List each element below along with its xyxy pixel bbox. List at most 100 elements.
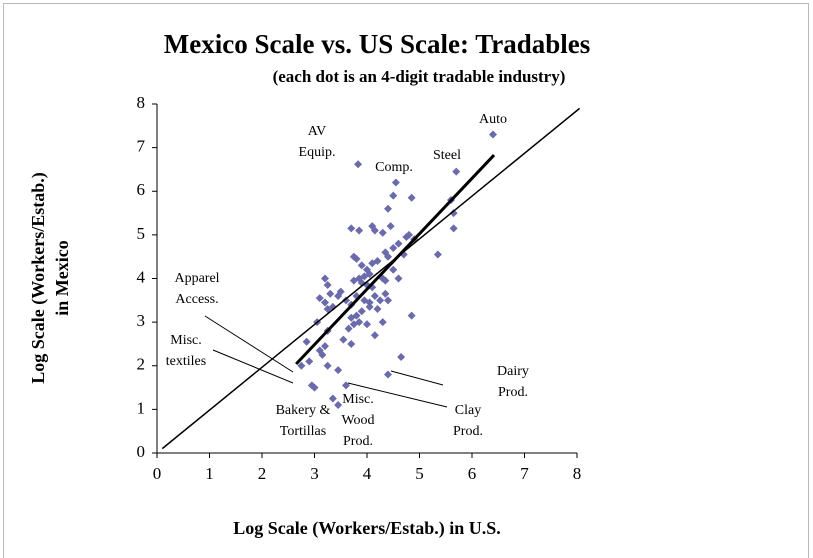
point bbox=[389, 243, 398, 252]
point bbox=[310, 383, 319, 392]
y-tick-label: 8 bbox=[137, 93, 146, 112]
point bbox=[381, 276, 390, 285]
point bbox=[384, 204, 392, 213]
point bbox=[449, 224, 458, 233]
point bbox=[321, 342, 329, 351]
leader-line bbox=[204, 315, 294, 373]
trend-line bbox=[295, 154, 496, 366]
chart-frame bbox=[3, 3, 809, 558]
point bbox=[339, 335, 348, 344]
annotation: Equip. bbox=[299, 145, 336, 160]
x-tick-label: 5 bbox=[415, 464, 424, 483]
point bbox=[334, 291, 343, 300]
annotation: Wood bbox=[341, 413, 374, 428]
point bbox=[334, 366, 343, 375]
point bbox=[305, 357, 314, 366]
chart-subtitle: (each dot is an 4-digit tradable industr… bbox=[273, 67, 566, 86]
point bbox=[347, 224, 356, 233]
point bbox=[394, 239, 403, 248]
x-tick-label: 7 bbox=[520, 464, 529, 483]
point bbox=[397, 353, 406, 362]
point bbox=[376, 296, 385, 305]
annotation: Steel bbox=[433, 148, 461, 163]
point bbox=[302, 337, 311, 346]
annotation: Prod. bbox=[343, 434, 373, 449]
point bbox=[357, 307, 366, 316]
point bbox=[452, 167, 461, 176]
point bbox=[391, 178, 400, 187]
point bbox=[370, 291, 379, 300]
y-tick-label: 3 bbox=[137, 311, 146, 330]
x-tick-label: 0 bbox=[153, 464, 162, 483]
x-tick-label: 8 bbox=[573, 464, 582, 483]
y-axis-label: Log Scale (Workers/Estab.) bbox=[28, 172, 49, 384]
y-tick-label: 1 bbox=[137, 398, 146, 417]
point bbox=[381, 248, 390, 257]
annotation: textiles bbox=[166, 354, 206, 369]
leader-line bbox=[390, 370, 444, 386]
point bbox=[384, 296, 392, 305]
annotation: Misc. bbox=[170, 333, 202, 348]
point bbox=[489, 130, 497, 139]
point bbox=[321, 274, 329, 283]
annotation: AV bbox=[308, 124, 326, 139]
point bbox=[328, 394, 337, 403]
point bbox=[449, 209, 458, 218]
point bbox=[344, 324, 353, 333]
point bbox=[349, 276, 358, 285]
point bbox=[323, 281, 332, 290]
point bbox=[368, 259, 377, 268]
annotation: Clay bbox=[455, 403, 481, 418]
y-tick-label: 7 bbox=[137, 137, 146, 156]
annotation: Apparel bbox=[174, 271, 219, 286]
x-tick-label: 1 bbox=[205, 464, 214, 483]
x-axis-label: Log Scale (Workers/Estab.) in U.S. bbox=[233, 518, 501, 539]
annotation: Misc. bbox=[342, 392, 374, 407]
annotation: Dairy bbox=[497, 364, 529, 379]
x-tick-label: 2 bbox=[258, 464, 267, 483]
point bbox=[381, 289, 390, 298]
point bbox=[318, 350, 327, 359]
point bbox=[378, 228, 387, 237]
point bbox=[389, 191, 398, 200]
y-tick-label: 2 bbox=[137, 355, 146, 374]
point bbox=[389, 265, 398, 274]
point bbox=[407, 311, 416, 320]
trend-line bbox=[161, 107, 581, 450]
annotation: Access. bbox=[175, 292, 218, 307]
annotation: Auto bbox=[479, 112, 507, 127]
annotation: Tortillas bbox=[280, 424, 326, 439]
point bbox=[355, 226, 364, 235]
point bbox=[347, 313, 356, 322]
point bbox=[323, 361, 332, 370]
point bbox=[365, 302, 374, 311]
point bbox=[394, 274, 403, 283]
x-tick-label: 6 bbox=[468, 464, 477, 483]
leader-line bbox=[347, 382, 448, 408]
point bbox=[321, 298, 329, 307]
point bbox=[357, 261, 366, 270]
point bbox=[315, 294, 324, 303]
point bbox=[384, 370, 392, 379]
point bbox=[378, 318, 387, 327]
y-axis-label: in Mexico bbox=[52, 240, 72, 315]
point bbox=[297, 361, 306, 370]
point bbox=[363, 320, 371, 329]
point bbox=[347, 339, 356, 348]
y-tick-label: 6 bbox=[137, 180, 146, 199]
point bbox=[373, 305, 382, 314]
x-tick-label: 3 bbox=[310, 464, 319, 483]
chart-title: Mexico Scale vs. US Scale: Tradables bbox=[164, 29, 590, 59]
leader-line bbox=[212, 349, 294, 384]
point bbox=[354, 160, 363, 169]
point bbox=[370, 226, 379, 235]
y-tick-label: 5 bbox=[137, 224, 146, 243]
y-tick-label: 4 bbox=[137, 267, 146, 286]
point bbox=[370, 331, 379, 340]
annotation: Prod. bbox=[498, 385, 528, 400]
annotation: Bakery & bbox=[276, 403, 331, 418]
point bbox=[326, 289, 335, 298]
point bbox=[365, 298, 374, 307]
leader-lines bbox=[204, 315, 448, 408]
